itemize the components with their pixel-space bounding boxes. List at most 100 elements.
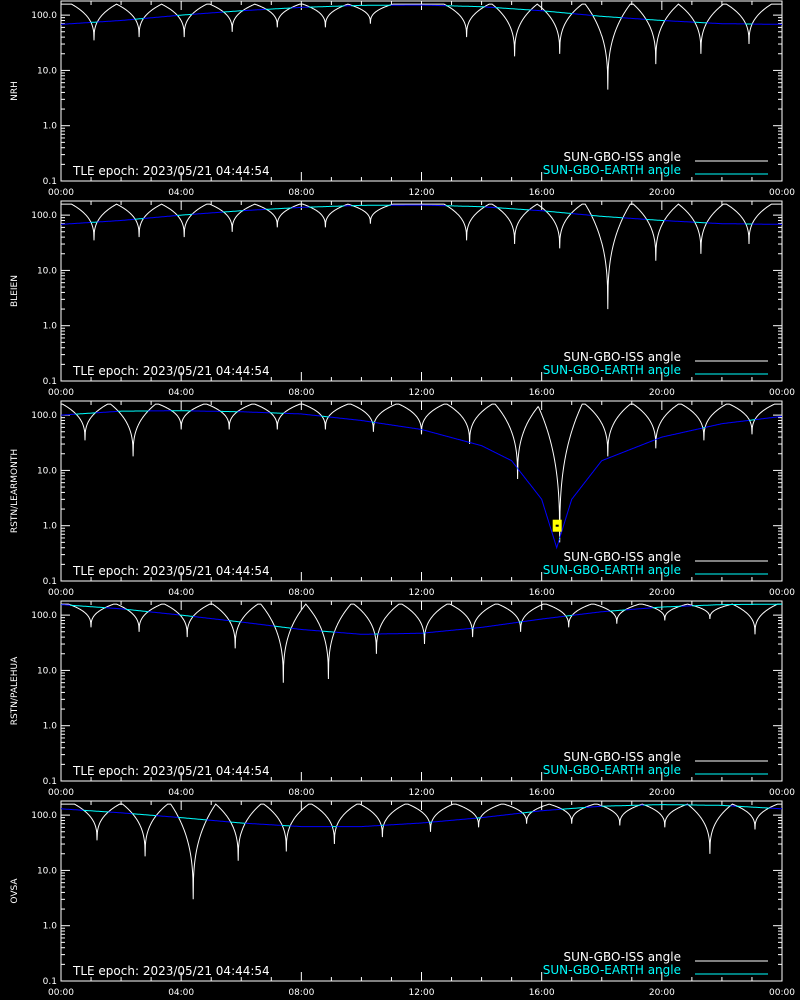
y-axis-ticks	[61, 214, 782, 382]
x-tick-label: 16:00	[529, 788, 555, 798]
earth-angle-line	[222, 10, 244, 13]
earth-angle-line	[390, 204, 446, 207]
earth-angle-line	[374, 421, 422, 430]
y-axis-label: OVSA	[10, 878, 20, 904]
x-tick-label: 20:00	[649, 588, 675, 598]
plot-area	[61, 403, 782, 550]
earth-angle-line	[590, 214, 624, 219]
legend-iss-label: SUN-GBO-ISS angle	[564, 950, 681, 964]
earth-angle-line	[748, 419, 756, 421]
x-tick-label: 20:00	[649, 188, 675, 198]
panel-2: 100.010.01.00.100:00 04:00 08:00 12:00 16:00…	[10, 400, 795, 598]
tle-epoch-label: TLE epoch: 2023/05/21 04:44:54	[72, 764, 270, 778]
earth-angle-line	[177, 213, 193, 216]
earth-angle-line	[148, 611, 180, 616]
earth-angle-line	[95, 410, 118, 414]
earth-angle-line	[521, 811, 533, 814]
earth-angle-line	[755, 415, 782, 421]
x-tick-label: 08:00	[288, 988, 314, 998]
y-tick-label: 0.1	[43, 977, 57, 987]
plot-area	[61, 203, 782, 310]
x-tick-label: 04:00	[168, 788, 194, 798]
earth-angle-line	[269, 412, 284, 414]
x-tick-label: 12:00	[409, 388, 435, 398]
earth-angle-line	[691, 603, 782, 607]
earth-angle-line	[245, 822, 282, 826]
earth-angle-line	[177, 13, 193, 16]
earth-angle-line	[390, 4, 447, 7]
earth-angle-line	[192, 211, 223, 215]
earth-angle-line	[61, 21, 91, 25]
x-tick-label: 00:00	[48, 388, 74, 398]
earth-angle-line	[705, 419, 749, 428]
y-axis-label: RSTN/LEARMONTH	[10, 449, 20, 533]
earth-angle-line	[321, 630, 335, 633]
earth-angle-line	[646, 218, 665, 222]
earth-angle-line	[643, 804, 687, 806]
x-tick-label: 00:00	[769, 588, 795, 598]
earth-angle-line	[336, 824, 381, 828]
earth-angle-line	[328, 416, 372, 423]
earth-angle-line	[532, 808, 562, 813]
earth-angle-line	[97, 218, 135, 223]
panel-0: 100.010.01.00.100:00 04:00 08:00 12:00 16:00…	[10, 0, 795, 198]
earth-angle-line	[131, 813, 157, 817]
x-tick-label: 04:00	[168, 988, 194, 998]
x-tick-label: 08:00	[288, 588, 314, 598]
earth-angle-line	[243, 208, 266, 212]
legend-earth-label: SUN-GBO-EARTH angle	[543, 163, 681, 177]
legend-earth-label: SUN-GBO-EARTH angle	[543, 563, 681, 577]
earth-angle-line	[702, 426, 706, 429]
y-tick-label: 1.0	[43, 922, 58, 932]
earth-angle-line	[240, 621, 275, 627]
earth-angle-line	[291, 627, 322, 632]
earth-angle-line	[572, 610, 610, 616]
y-tick-label: 0.1	[43, 377, 57, 387]
iss-angle-line	[61, 603, 782, 683]
y-tick-label: 10.0	[37, 466, 57, 476]
y-axis-ticks	[61, 414, 782, 582]
earth-angle-line	[655, 427, 703, 440]
earth-angle-line	[192, 11, 223, 15]
x-tick-label: 04:00	[168, 188, 194, 198]
earth-angle-line	[281, 824, 291, 827]
y-tick-label: 0.1	[43, 777, 57, 787]
x-tick-label: 00:00	[769, 388, 795, 398]
earth-angle-line	[61, 413, 76, 416]
earth-angle-line	[469, 441, 518, 469]
iss-angle-line	[61, 3, 782, 90]
x-tick-label: 08:00	[288, 388, 314, 398]
x-tick-label: 20:00	[649, 988, 675, 998]
earth-angle-line	[521, 615, 566, 623]
earth-angle-line	[601, 804, 641, 807]
x-tick-label: 12:00	[409, 188, 435, 198]
tle-epoch-label: TLE epoch: 2023/05/21 04:44:54	[72, 364, 270, 378]
iss-angle-line	[61, 803, 782, 900]
y-tick-label: 10.0	[37, 266, 57, 276]
x-tick-label: 16:00	[529, 188, 555, 198]
earth-angle-line	[222, 210, 244, 213]
earth-angle-line	[134, 218, 144, 220]
x-tick-label: 12:00	[409, 588, 435, 598]
earth-angle-line	[351, 204, 391, 207]
earth-angle-line	[70, 604, 106, 609]
y-tick-label: 100.0	[31, 211, 57, 221]
earth-angle-line	[445, 205, 486, 208]
x-tick-label: 00:00	[48, 188, 74, 198]
x-tick-label: 00:00	[769, 788, 795, 798]
earth-angle-line	[485, 206, 497, 209]
y-axis-ticks	[61, 614, 782, 782]
earth-angle-line	[125, 608, 149, 613]
x-axis-ticks	[60, 201, 783, 381]
earth-angle-line	[446, 5, 485, 8]
earth-angle-line	[530, 9, 545, 12]
y-tick-label: 1.0	[43, 322, 58, 332]
y-axis-label: BLEIEN	[10, 275, 20, 307]
earth-angle-line	[687, 804, 731, 807]
tle-epoch-label: TLE epoch: 2023/05/21 04:44:54	[72, 964, 270, 978]
event-marker-dot	[555, 524, 559, 527]
y-axis-label: NRH	[10, 81, 20, 101]
earth-angle-line	[496, 207, 530, 211]
earth-angle-line	[283, 412, 322, 417]
